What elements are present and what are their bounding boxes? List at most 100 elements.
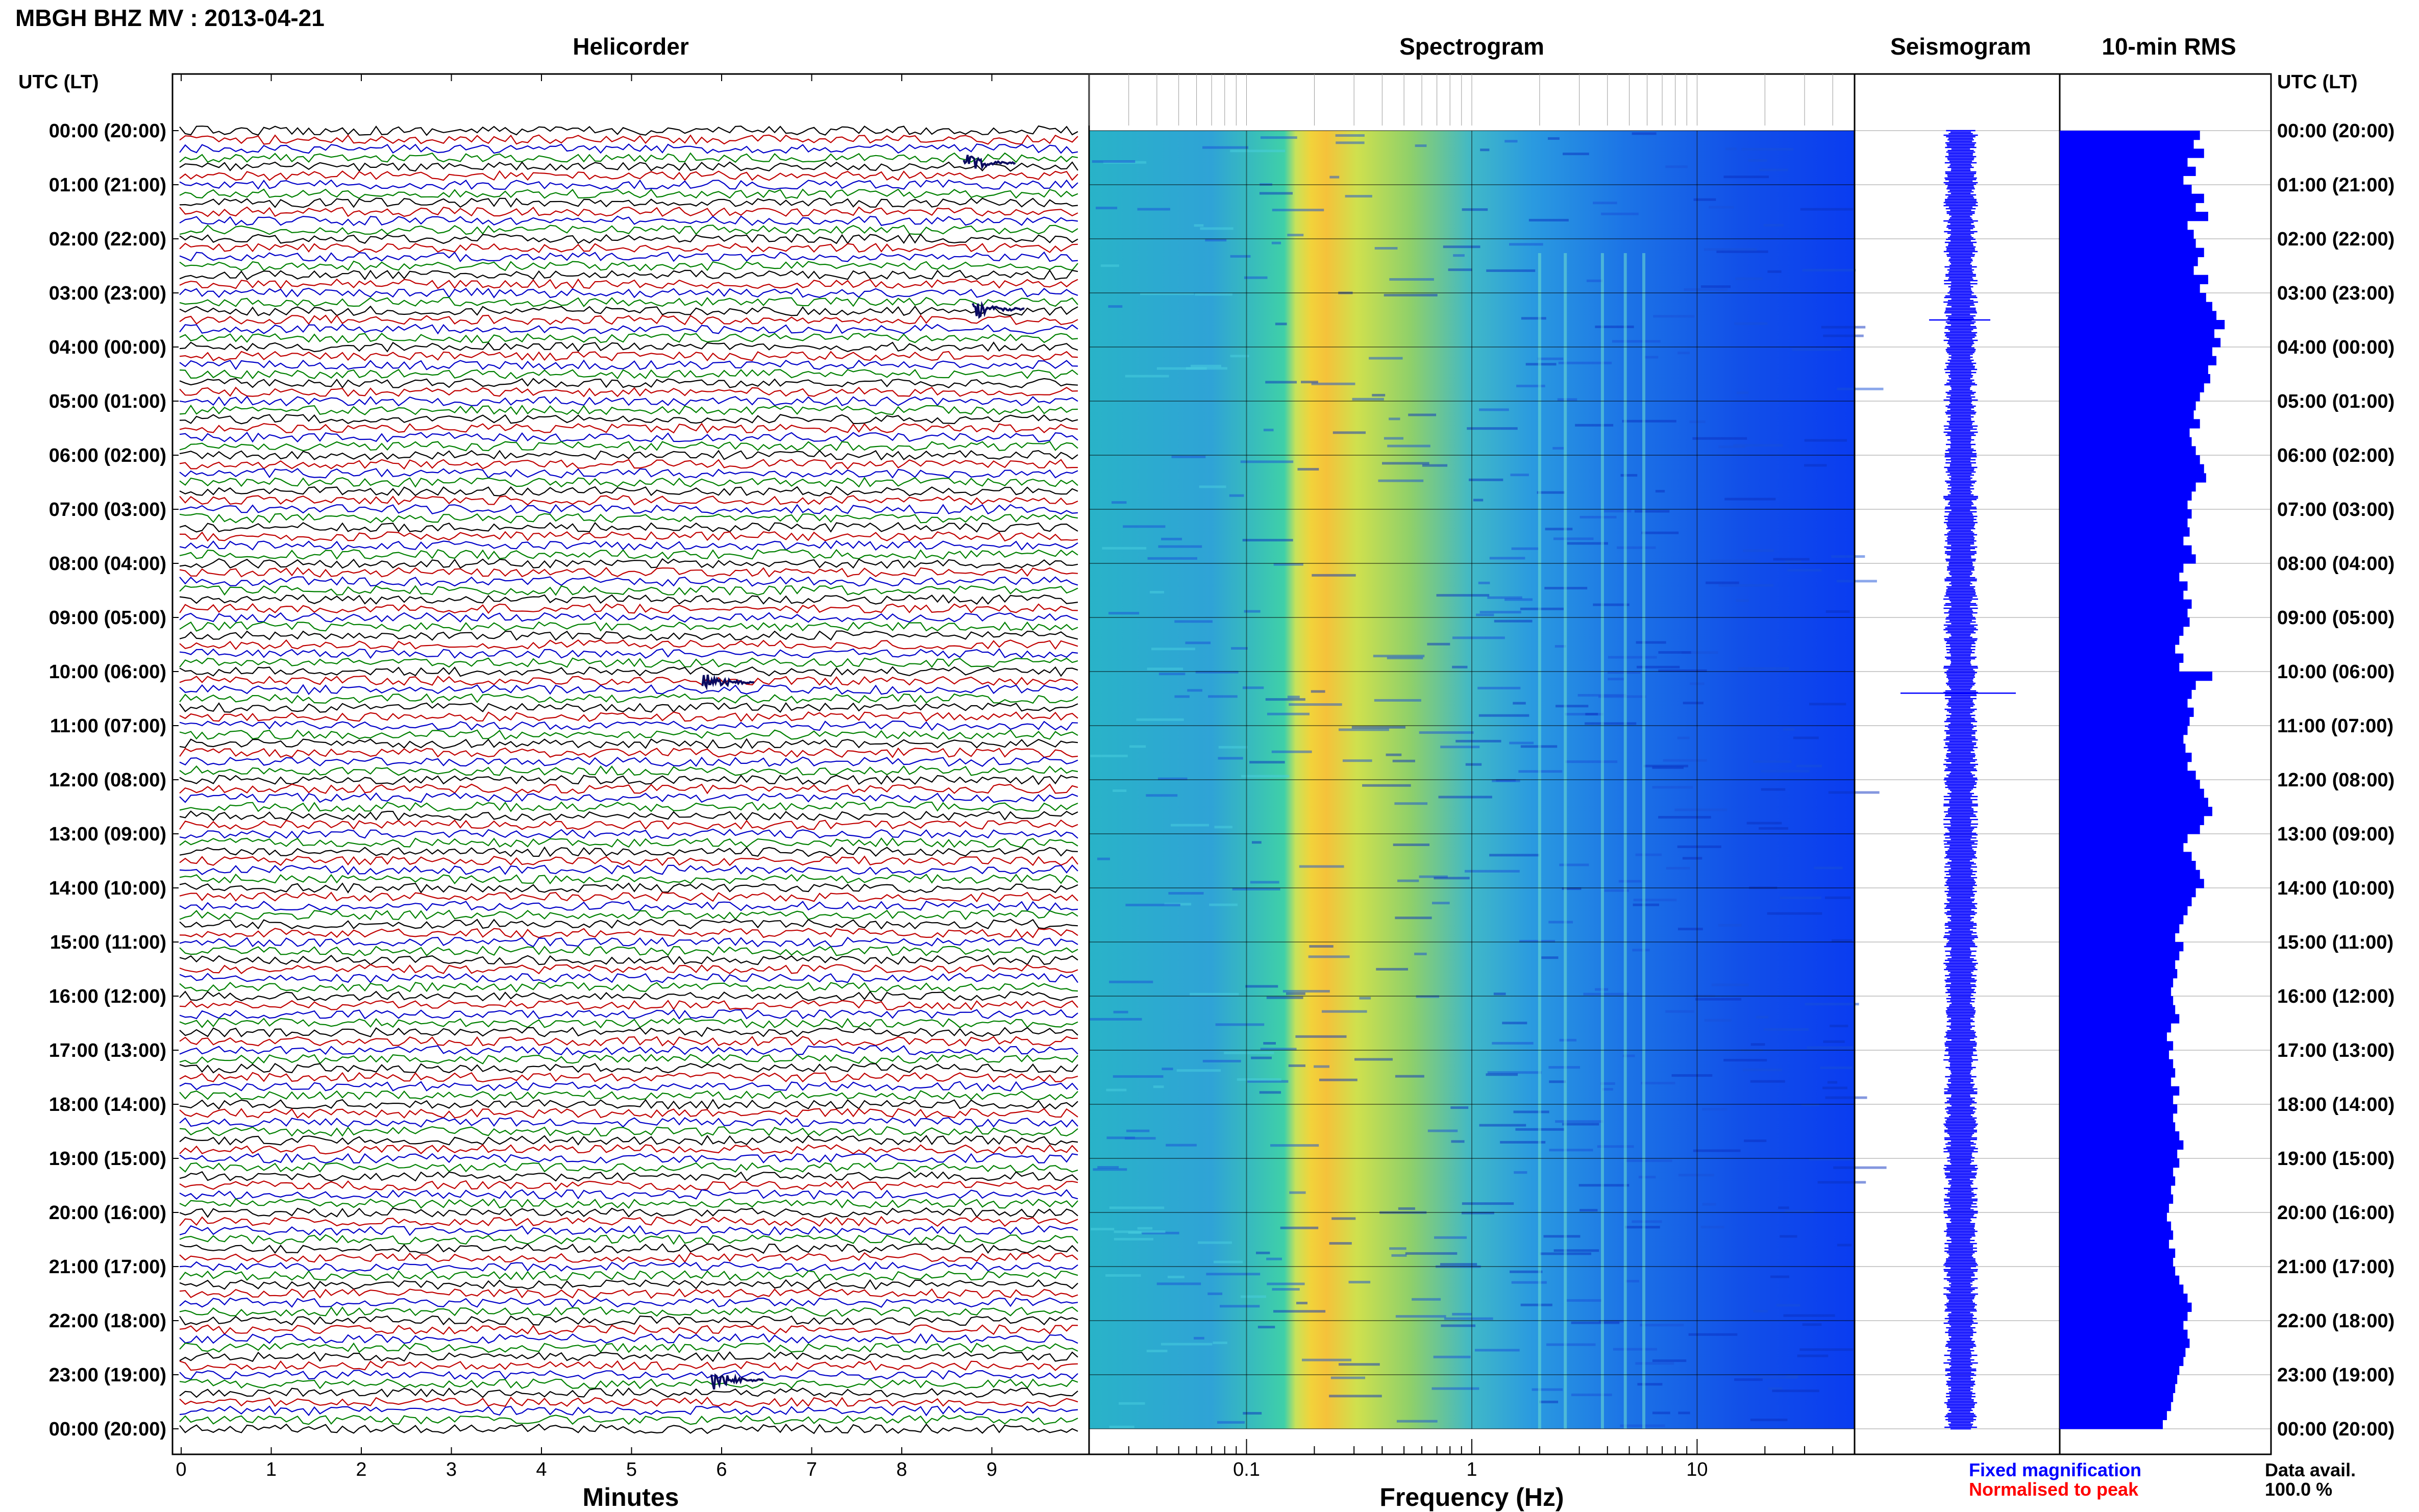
spectrogram-speckle [1763, 224, 1784, 227]
rms-bar [2060, 761, 2188, 771]
helicorder-trace [179, 882, 1078, 894]
spectrogram-speckle [1199, 485, 1226, 488]
spectrogram-speckle [1289, 1191, 1306, 1194]
spectrogram-speckle [1106, 1136, 1136, 1139]
helicorder-trace [179, 1062, 1078, 1074]
rms-bar [2060, 726, 2188, 735]
helicorder-trace [179, 324, 1078, 335]
rms-bar [2060, 1212, 2167, 1222]
rms-bar [2060, 185, 2192, 194]
spectrogram-speckle [1571, 1321, 1620, 1324]
spectrogram-speckle [1513, 702, 1526, 705]
spectrogram-speckle [1677, 845, 1721, 848]
rms-bar [2060, 653, 2184, 663]
spectrogram-speckle [1741, 148, 1794, 151]
spectrogram-speckle [1266, 996, 1303, 999]
helicorder-trace [179, 1036, 1078, 1047]
utc-tick-label-left: 14:00 (10:00) [49, 878, 166, 899]
spectrogram-speckle [1716, 250, 1768, 253]
spectrogram-speckle [1137, 208, 1171, 211]
spectrogram-speckle [1194, 224, 1204, 227]
spectrogram-speckle [1136, 718, 1184, 721]
helicorder-trace [179, 224, 1078, 235]
helicorder-trace [179, 919, 1078, 930]
spectrogram-speckle [1478, 714, 1529, 717]
spectrogram-speckle [1821, 326, 1866, 329]
rms-bar [2060, 275, 2208, 284]
spectrogram-speckle [1652, 1411, 1670, 1415]
rms-bar [2060, 852, 2192, 861]
spectrogram-speckle [1444, 1317, 1493, 1320]
spectrogram-speckle [1549, 1080, 1566, 1083]
spectrogram-speckle [1597, 1145, 1634, 1148]
spectrogram-speckle [1563, 153, 1589, 156]
spectrogram-speckle [1329, 176, 1340, 179]
rms-bar [2060, 707, 2194, 717]
minute-tick-label: 7 [806, 1459, 817, 1480]
spectrogram-speckle [1427, 642, 1450, 646]
spectrogram-speckle [1270, 1144, 1319, 1147]
spectrogram-speckle [1392, 759, 1415, 762]
spectrogram-speckle [1799, 1348, 1854, 1351]
spectrogram-speckle [1555, 1120, 1603, 1123]
spectrogram-speckle [1688, 1333, 1738, 1336]
spectrogram-speckle [1431, 1387, 1479, 1390]
helicorder-trace [179, 368, 1078, 380]
helicorder-trace [179, 801, 1078, 812]
spectrogram-speckle [1126, 1129, 1150, 1132]
spectrogram-speckle [1559, 863, 1589, 866]
helicorder-trace [179, 423, 1078, 434]
minute-tick-label: 9 [986, 1459, 997, 1480]
rms-bar [2060, 437, 2192, 447]
helicorder-trace [179, 909, 1078, 921]
spectrogram-speckle [1780, 896, 1821, 899]
helicorder-event [962, 155, 1016, 170]
spectrogram-speckle [1770, 1275, 1790, 1278]
helicorder-trace [179, 314, 1078, 326]
spectrogram-speckle [1604, 889, 1629, 892]
spectrogram-speckle [1415, 144, 1427, 147]
helicorder-trace [179, 621, 1078, 632]
spectrogram-speckle [1215, 1023, 1265, 1026]
spectrogram-speckle [1809, 703, 1846, 706]
rms-bar [2060, 193, 2204, 203]
helicorder-trace [179, 206, 1078, 217]
helicorder-trace [179, 305, 1078, 316]
helicorder-trace [179, 441, 1078, 452]
spectrogram-speckle [1723, 176, 1769, 179]
spectrogram-speckle [1753, 760, 1792, 763]
spectrogram-speckle [1513, 1110, 1549, 1113]
spectrogram-speckle [1559, 1038, 1577, 1042]
utc-tick-label-left: 05:00 (01:00) [49, 391, 166, 412]
spectrogram-speckle [1682, 857, 1702, 860]
spectrogram-speckle [1509, 741, 1534, 745]
spectrogram-speckle [1674, 808, 1727, 811]
rms-bar [2060, 978, 2174, 987]
helicorder-trace [179, 963, 1078, 975]
spectrogram-speckle [1146, 1350, 1168, 1353]
spectrogram-speckle [1396, 1420, 1438, 1423]
spectrogram-speckle [1767, 912, 1822, 915]
spectrogram-speckle [1185, 641, 1211, 645]
spectrogram-speckle [1528, 218, 1569, 221]
helicorder-trace [179, 125, 1078, 136]
utc-tick-label-right: 08:00 (04:00) [2277, 553, 2395, 575]
spectrogram-speckle [1489, 557, 1525, 560]
spectrogram-speckle [1342, 759, 1372, 762]
rms-bar [2060, 482, 2196, 492]
freq-tick-label: 1 [1466, 1459, 1477, 1480]
spectrogram-speckle [1412, 1298, 1441, 1301]
rms-bar [2060, 1104, 2178, 1114]
spectrogram-speckle [1202, 146, 1249, 149]
utc-tick-label-right: 17:00 (13:00) [2277, 1040, 2395, 1061]
spectrogram-tremor-line [1564, 253, 1567, 1429]
spectrogram-speckle [1541, 956, 1559, 959]
spectrogram-speckle [1354, 1058, 1393, 1061]
spectrogram-speckle [1644, 356, 1659, 359]
rms-bar [2060, 897, 2192, 906]
spectrogram-speckle [1797, 1354, 1829, 1357]
rms-bar [2060, 302, 2212, 311]
rms-bar [2060, 203, 2196, 212]
spectrogram-speckle [1554, 645, 1566, 648]
utc-tick-label-left: 13:00 (09:00) [49, 824, 166, 845]
